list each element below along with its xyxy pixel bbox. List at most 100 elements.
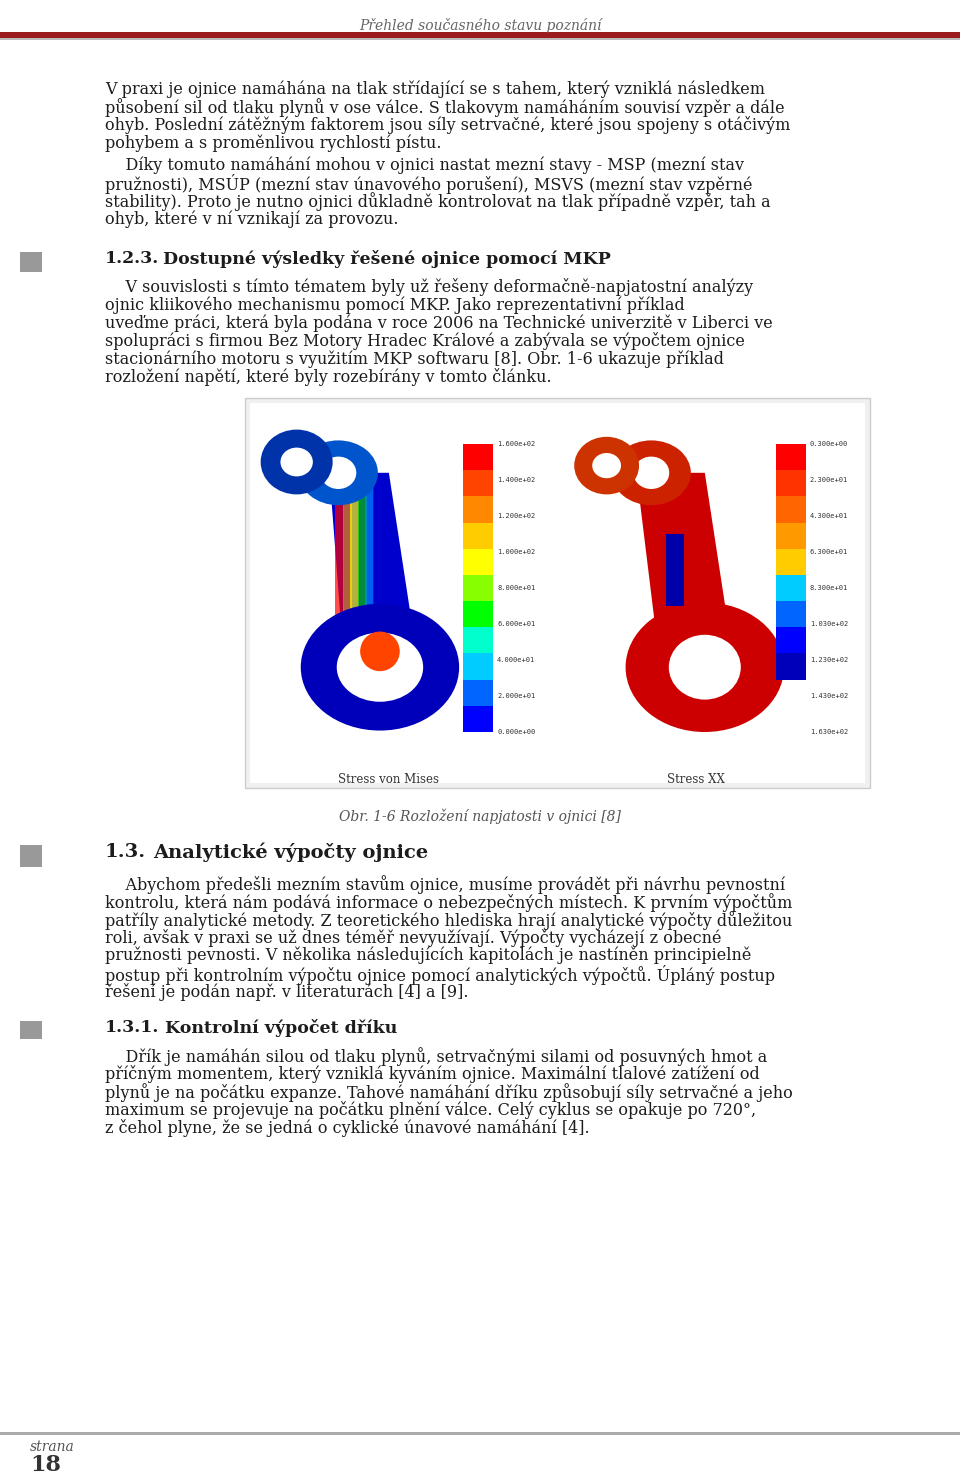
Bar: [464, 444, 493, 470]
Bar: [777, 470, 806, 497]
Bar: [0, 1432, 960, 1435]
Text: strana: strana: [30, 1439, 75, 1454]
Text: ojnic kliikového mechanismu pomocí MKP. Jako reprezentativní příklad: ojnic kliikového mechanismu pomocí MKP. …: [105, 295, 684, 313]
Bar: [464, 628, 493, 654]
Bar: [464, 549, 493, 576]
Text: rozložení napětí, které byly rozebírány v tomto článku.: rozložení napětí, které byly rozebírány …: [105, 368, 552, 386]
Ellipse shape: [669, 635, 741, 699]
Text: pohybem a s proměnlivou rychlostí pístu.: pohybem a s proměnlivou rychlostí pístu.: [105, 134, 442, 151]
Bar: [464, 574, 493, 601]
Text: 8.300e+01: 8.300e+01: [810, 585, 849, 591]
Text: Přehled současného stavu poznání: Přehled současného stavu poznání: [359, 18, 601, 33]
Text: 6.000e+01: 6.000e+01: [497, 620, 536, 628]
Bar: [358, 487, 367, 653]
Text: 1.030e+02: 1.030e+02: [810, 620, 849, 628]
Text: 1.3.: 1.3.: [105, 843, 146, 861]
Text: Dostupné výsledky řešené ojnice pomocí MKP: Dostupné výsledky řešené ojnice pomocí M…: [163, 249, 611, 269]
Ellipse shape: [360, 632, 399, 671]
Text: Stress XX: Stress XX: [667, 773, 725, 787]
Text: plynů je na počátku expanze. Tahové namáhání dříku způsobují síly setrvačné a j: plynů je na počátku expanze. Tahové namá…: [105, 1083, 793, 1103]
Text: stability). Proto je nutno ojnici důkladně kontrolovat na tlak případně vzpěr, t: stability). Proto je nutno ojnici důklad…: [105, 191, 771, 211]
Text: ohyb, které v ní vznikají za provozu.: ohyb, které v ní vznikají za provozu.: [105, 211, 398, 227]
Text: 4.300e+01: 4.300e+01: [810, 513, 849, 519]
Bar: [464, 601, 493, 628]
Bar: [562, 408, 859, 769]
Text: 1.430e+02: 1.430e+02: [810, 693, 849, 699]
Text: ohyb. Poslední zátěžným faktorem jsou síly setrvačné, které jsou spojeny s otáč: ohyb. Poslední zátěžným faktorem jsou sí…: [105, 116, 790, 134]
Bar: [335, 487, 345, 653]
Text: stacionárního motoru s využitím MKP softwaru [8]. Obr. 1-6 ukazuje příklad: stacionárního motoru s využitím MKP soft…: [105, 350, 724, 368]
Text: příčným momentem, který vzniklá kyváním ojnice. Maximální tlalové zatížení od: příčným momentem, který vzniklá kyváním …: [105, 1066, 759, 1083]
Text: 1.3.1.: 1.3.1.: [105, 1020, 159, 1036]
Bar: [0, 33, 960, 39]
Text: působení sil od tlaku plynů v ose válce. S tlakovym namáháním souvisí vzpěr a dá: působení sil od tlaku plynů v ose válce.…: [105, 98, 784, 117]
Polygon shape: [636, 473, 734, 668]
Bar: [372, 487, 381, 653]
Ellipse shape: [321, 457, 356, 490]
Ellipse shape: [634, 457, 669, 490]
Ellipse shape: [574, 436, 639, 494]
Text: spolupráci s firmou Bez Motory Hradec Králové a zabývala se výpočtem ojnice: spolupráci s firmou Bez Motory Hradec Kr…: [105, 332, 745, 350]
Text: Kontrolní výpočet dříku: Kontrolní výpočet dříku: [165, 1020, 397, 1037]
Ellipse shape: [612, 441, 691, 505]
Bar: [777, 549, 806, 576]
Bar: [464, 706, 493, 733]
Bar: [777, 496, 806, 522]
Ellipse shape: [261, 429, 333, 494]
Text: 0.000e+00: 0.000e+00: [497, 729, 536, 735]
Ellipse shape: [280, 448, 313, 476]
Text: 1.200e+02: 1.200e+02: [497, 513, 536, 519]
Bar: [350, 487, 359, 653]
Bar: [365, 487, 374, 653]
Bar: [20, 252, 42, 272]
Bar: [250, 404, 865, 784]
Bar: [464, 522, 493, 549]
Bar: [343, 487, 351, 653]
Text: 2.000e+01: 2.000e+01: [497, 693, 536, 699]
Bar: [777, 574, 806, 601]
Text: uveďme práci, která byla podána v roce 2006 na Technické univerzitě v Liberci ve: uveďme práci, která byla podána v roce 2…: [105, 315, 773, 331]
Text: 0.300e+00: 0.300e+00: [810, 441, 849, 447]
Ellipse shape: [299, 441, 378, 505]
Ellipse shape: [592, 453, 621, 478]
Text: z čehol plyne, že se jedná o cyklické únavové namáhání [4].: z čehol plyne, že se jedná o cyklické ún…: [105, 1119, 589, 1137]
Text: řešení je podán např. v literaturách [4] a [9].: řešení je podán např. v literaturách [4]…: [105, 982, 468, 1002]
Bar: [255, 408, 553, 769]
Ellipse shape: [337, 632, 423, 702]
Text: roli, avšak v praxi se už dnes téměř nevyužívají. Výpočty vycházejí z obecné: roli, avšak v praxi se už dnes téměř nev…: [105, 929, 722, 947]
Text: Abychom předešli mezním stavům ojnice, musíme provádět při návrhu pevnostní: Abychom předešli mezním stavům ojnice, m…: [105, 876, 785, 893]
Bar: [464, 653, 493, 680]
Text: Obr. 1-6 Rozložení napjatosti v ojnici [8]: Obr. 1-6 Rozložení napjatosti v ojnici […: [339, 807, 621, 824]
Text: postup při kontrolním výpočtu ojnice pomocí analytických výpočtů. Úpláný postup: postup při kontrolním výpočtu ojnice pom…: [105, 965, 775, 985]
Text: Dřík je namáhán silou od tlaku plynů, setrvačnými silami od posuvných hmot a: Dřík je namáhán silou od tlaku plynů, se…: [105, 1048, 767, 1066]
Bar: [0, 39, 960, 40]
Text: 1.2.3.: 1.2.3.: [105, 249, 159, 267]
Text: Díky tomuto namáhání mohou v ojnici nastat mezní stavy - MSP (mezní stav: Díky tomuto namáhání mohou v ojnici nast…: [105, 156, 744, 174]
Text: V souvislosti s tímto tématem byly už řešeny deformačně-napjatostní analýzy: V souvislosti s tímto tématem byly už ře…: [105, 278, 754, 295]
Text: patříly analytické metody. Z teoretického hlediska hrají analytické výpočty důle: patříly analytické metody. Z teoretickéh…: [105, 911, 792, 930]
Bar: [464, 470, 493, 497]
Bar: [464, 680, 493, 706]
Text: 18: 18: [30, 1454, 61, 1477]
Text: 1.230e+02: 1.230e+02: [810, 657, 849, 663]
Text: 1.000e+02: 1.000e+02: [497, 549, 536, 555]
Text: Stress von Mises: Stress von Mises: [338, 773, 440, 787]
Text: Analytické výpočty ojnice: Analytické výpočty ojnice: [153, 843, 428, 862]
Bar: [666, 534, 684, 605]
Bar: [20, 1021, 42, 1039]
Text: 6.300e+01: 6.300e+01: [810, 549, 849, 555]
Text: 2.300e+01: 2.300e+01: [810, 476, 849, 482]
Text: pružnosti), MSÚP (mezní stav únavového porušení), MSVS (mezní stav vzpěrné: pružnosti), MSÚP (mezní stav únavového p…: [105, 174, 753, 194]
Bar: [245, 398, 870, 788]
Bar: [777, 628, 806, 654]
Text: 1.600e+02: 1.600e+02: [497, 441, 536, 447]
Text: V praxi je ojnice namáhána na tlak střídající se s tahem, který vzniklá následke: V praxi je ojnice namáhána na tlak stříd…: [105, 80, 765, 98]
Bar: [777, 653, 806, 680]
Text: 1.400e+02: 1.400e+02: [497, 476, 536, 482]
Bar: [777, 522, 806, 549]
Bar: [777, 601, 806, 628]
Ellipse shape: [300, 604, 459, 730]
Bar: [20, 844, 42, 867]
Text: kontrolu, která nám podává informace o nebezpečných místech. K prvním výpočtům: kontrolu, která nám podává informace o n…: [105, 893, 792, 911]
Polygon shape: [329, 473, 419, 668]
